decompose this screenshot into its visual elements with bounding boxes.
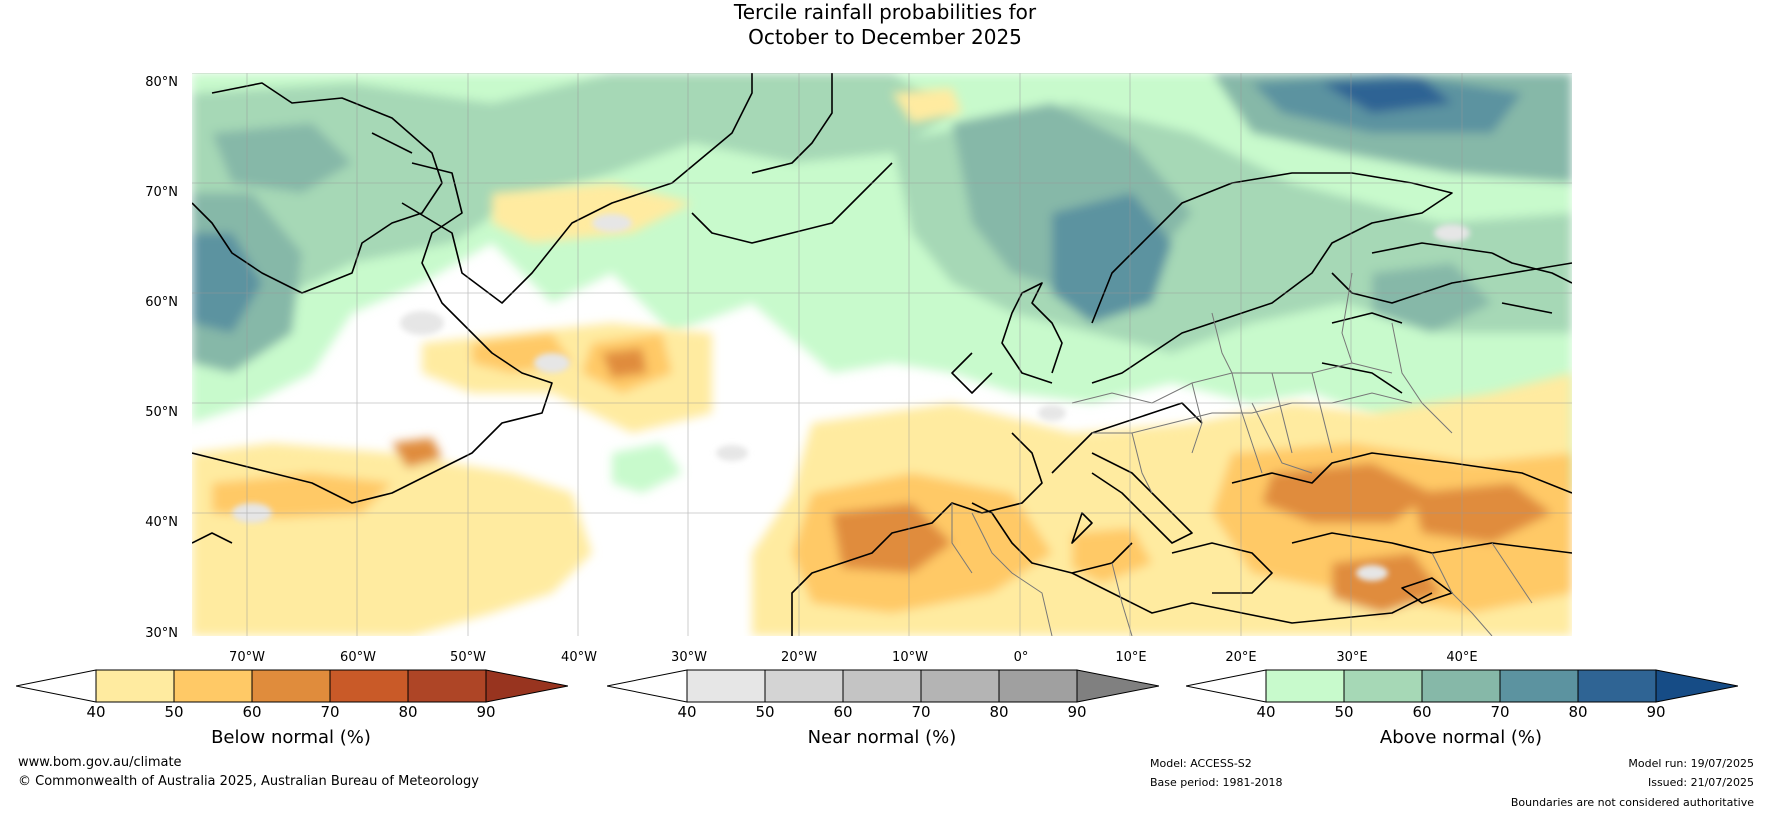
model-run-text: Model run: 19/07/2025 <box>1628 757 1754 770</box>
below-tick-60: 60 <box>242 703 262 721</box>
lon-label-20e: 20°E <box>1225 650 1257 665</box>
above-tick-50: 50 <box>1334 703 1354 721</box>
above-tick-90: 90 <box>1646 703 1666 721</box>
lon-label-10w: 10°W <box>892 650 928 665</box>
map-canvas <box>192 73 1572 636</box>
below-colorbar-cell <box>95 669 175 703</box>
above-colorbar-cell <box>1577 669 1657 703</box>
near-tick-40: 40 <box>677 703 697 721</box>
lon-label-60w: 60°W <box>340 650 376 665</box>
below-colorbar-cell <box>251 669 331 703</box>
near-colorbar-cell <box>842 669 922 703</box>
lon-label-50w: 50°W <box>450 650 486 665</box>
country-borders <box>951 272 1533 636</box>
colorbar-below-low-extend <box>16 669 97 703</box>
lon-label-30w: 30°W <box>671 650 707 665</box>
colorbar-near-high-extend <box>1076 669 1159 703</box>
above-normal-label: Above normal (%) <box>1379 727 1543 748</box>
below-colorbar-cell <box>407 669 487 703</box>
lat-label-50n: 50°N <box>145 405 178 420</box>
colorbar-near-normal <box>607 669 1159 703</box>
near-tick-80: 80 <box>989 703 1009 721</box>
above-tick-40: 40 <box>1256 703 1276 721</box>
above-tick-80: 80 <box>1568 703 1588 721</box>
lat-label-70n: 70°N <box>145 185 178 200</box>
below-normal-label: Below normal (%) <box>211 727 371 748</box>
lon-label-40e: 40°E <box>1446 650 1478 665</box>
below-normal-regions <box>192 88 1572 636</box>
lat-label-80n: 80°N <box>145 75 178 90</box>
above-colorbar-cell <box>1343 669 1423 703</box>
colorbar-below-normal <box>16 669 568 703</box>
below-tick-40: 40 <box>86 703 106 721</box>
title-line-2: October to December 2025 <box>748 25 1022 49</box>
near-tick-90: 90 <box>1067 703 1087 721</box>
lon-label-30e: 30°E <box>1336 650 1368 665</box>
near-normal-label: Near normal (%) <box>807 727 957 748</box>
above-colorbar-cell <box>1499 669 1579 703</box>
lon-label-10e: 10°E <box>1115 650 1147 665</box>
near-colorbar-cell <box>998 669 1078 703</box>
near-tick-50: 50 <box>755 703 775 721</box>
base-period-text: Base period: 1981-2018 <box>1150 776 1283 789</box>
rainfall-probability-map <box>192 73 1572 636</box>
colorbar-below-high-extend <box>485 669 568 703</box>
issued-text: Issued: 21/07/2025 <box>1647 776 1754 789</box>
copyright-text: © Commonwealth of Australia 2025, Austra… <box>18 774 479 789</box>
below-tick-80: 80 <box>398 703 418 721</box>
lon-label-40w: 40°W <box>561 650 597 665</box>
lat-label-60n: 60°N <box>145 295 178 310</box>
title-line-1: Tercile rainfall probabilities for <box>733 0 1037 24</box>
model-text: Model: ACCESS-S2 <box>1150 757 1252 770</box>
near-colorbar-cell <box>920 669 1000 703</box>
near-tick-70: 70 <box>911 703 931 721</box>
below-tick-70: 70 <box>320 703 340 721</box>
graticule <box>192 73 1572 636</box>
lat-label-30n: 30°N <box>145 626 178 641</box>
near-colorbar-cell <box>764 669 844 703</box>
below-colorbar-cell <box>329 669 409 703</box>
above-tick-60: 60 <box>1412 703 1432 721</box>
above-tick-70: 70 <box>1490 703 1510 721</box>
coastlines <box>192 73 1572 636</box>
near-colorbar-cell <box>686 669 766 703</box>
colorbar-above-high-extend <box>1655 669 1738 703</box>
colorbar-near-low-extend <box>607 669 688 703</box>
above-colorbar-cell <box>1421 669 1501 703</box>
lon-label-20w: 20°W <box>781 650 817 665</box>
colorbar-above-normal <box>1186 669 1738 703</box>
lat-label-40n: 40°N <box>145 515 178 530</box>
below-tick-50: 50 <box>164 703 184 721</box>
below-tick-90: 90 <box>476 703 496 721</box>
near-tick-60: 60 <box>833 703 853 721</box>
map-title: Tercile rainfall probabilities for Octob… <box>0 0 1770 50</box>
colorbar-above-low-extend <box>1186 669 1267 703</box>
website-link[interactable]: www.bom.gov.au/climate <box>18 755 182 770</box>
above-colorbar-cell <box>1265 669 1345 703</box>
near-normal-regions <box>232 214 1470 581</box>
below-colorbar-cell <box>173 669 253 703</box>
lon-label-0: 0° <box>1013 650 1029 665</box>
disclaimer-text: Boundaries are not considered authoritat… <box>1510 796 1754 809</box>
lon-label-70w: 70°W <box>229 650 265 665</box>
